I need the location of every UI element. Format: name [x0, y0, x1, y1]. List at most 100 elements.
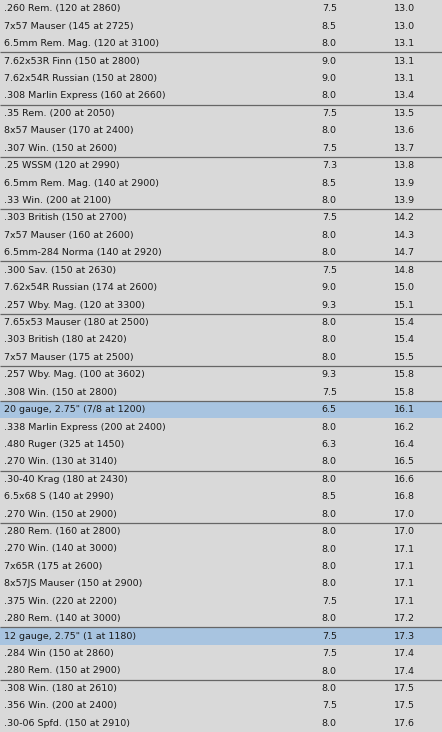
- Bar: [0, 436, 442, 453]
- Text: 6.5x68 S (140 at 2990): 6.5x68 S (140 at 2990): [4, 492, 113, 501]
- Text: 12 gauge, 2.75" (1 at 1180): 12 gauge, 2.75" (1 at 1180): [4, 632, 136, 640]
- Text: 8.0: 8.0: [322, 684, 337, 693]
- Text: .35 Rem. (200 at 2050): .35 Rem. (200 at 2050): [4, 109, 114, 118]
- Text: 17.1: 17.1: [394, 597, 415, 606]
- Text: 17.6: 17.6: [394, 719, 415, 728]
- Text: 13.6: 13.6: [394, 126, 415, 135]
- Bar: [0, 471, 442, 488]
- Text: 13.0: 13.0: [394, 4, 415, 13]
- Text: 9.3: 9.3: [322, 370, 337, 379]
- Bar: [0, 139, 442, 157]
- Text: 16.5: 16.5: [394, 458, 415, 466]
- Text: 8.0: 8.0: [322, 318, 337, 327]
- Bar: [0, 401, 442, 418]
- Text: .308 Marlin Express (160 at 2660): .308 Marlin Express (160 at 2660): [4, 92, 165, 100]
- Text: .270 Win. (130 at 3140): .270 Win. (130 at 3140): [4, 458, 117, 466]
- Text: 14.7: 14.7: [394, 248, 415, 257]
- Bar: [0, 418, 442, 436]
- Text: 6.5mm Rem. Mag. (140 at 2900): 6.5mm Rem. Mag. (140 at 2900): [4, 179, 159, 187]
- Text: 7.65x53 Mauser (180 at 2500): 7.65x53 Mauser (180 at 2500): [4, 318, 148, 327]
- Bar: [0, 366, 442, 384]
- Text: 13.0: 13.0: [394, 22, 415, 31]
- Text: 7.5: 7.5: [322, 649, 337, 658]
- Text: 7.5: 7.5: [322, 701, 337, 710]
- Text: 13.1: 13.1: [394, 74, 415, 83]
- Text: 7.5: 7.5: [322, 213, 337, 223]
- Bar: [0, 209, 442, 227]
- Bar: [0, 384, 442, 401]
- Text: 8.0: 8.0: [322, 335, 337, 344]
- Text: .338 Marlin Express (200 at 2400): .338 Marlin Express (200 at 2400): [4, 422, 165, 431]
- Text: 15.8: 15.8: [394, 388, 415, 397]
- Text: 13.7: 13.7: [394, 143, 415, 153]
- Text: 8.0: 8.0: [322, 509, 337, 519]
- Bar: [0, 279, 442, 296]
- Text: 7.3: 7.3: [322, 161, 337, 170]
- Text: 9.0: 9.0: [322, 74, 337, 83]
- Text: 8.5: 8.5: [322, 492, 337, 501]
- Bar: [0, 70, 442, 87]
- Text: 16.1: 16.1: [394, 405, 415, 414]
- Text: .280 Rem. (140 at 3000): .280 Rem. (140 at 3000): [4, 614, 120, 623]
- Text: 8.0: 8.0: [322, 667, 337, 676]
- Text: 7.5: 7.5: [322, 597, 337, 606]
- Text: 7.5: 7.5: [322, 266, 337, 274]
- Text: .280 Rem. (160 at 2800): .280 Rem. (160 at 2800): [4, 527, 120, 536]
- Text: 8.5: 8.5: [322, 179, 337, 187]
- Text: 20 gauge, 2.75" (7/8 at 1200): 20 gauge, 2.75" (7/8 at 1200): [4, 405, 145, 414]
- Text: 9.0: 9.0: [322, 56, 337, 65]
- Text: 7.62x54R Russian (150 at 2800): 7.62x54R Russian (150 at 2800): [4, 74, 156, 83]
- Text: .300 Sav. (150 at 2630): .300 Sav. (150 at 2630): [4, 266, 116, 274]
- Text: 15.4: 15.4: [394, 318, 415, 327]
- Bar: [0, 453, 442, 471]
- Bar: [0, 540, 442, 558]
- Text: .25 WSSM (120 at 2990): .25 WSSM (120 at 2990): [4, 161, 119, 170]
- Text: 16.2: 16.2: [394, 422, 415, 431]
- Text: 8.0: 8.0: [322, 248, 337, 257]
- Bar: [0, 680, 442, 697]
- Bar: [0, 52, 442, 70]
- Text: 8.0: 8.0: [322, 126, 337, 135]
- Text: 17.4: 17.4: [394, 649, 415, 658]
- Bar: [0, 261, 442, 279]
- Text: 7.5: 7.5: [322, 109, 337, 118]
- Text: 17.5: 17.5: [394, 701, 415, 710]
- Text: 17.2: 17.2: [394, 614, 415, 623]
- Text: 17.5: 17.5: [394, 684, 415, 693]
- Bar: [0, 227, 442, 244]
- Text: 17.1: 17.1: [394, 545, 415, 553]
- Bar: [0, 122, 442, 139]
- Text: 8.0: 8.0: [322, 614, 337, 623]
- Text: 7.5: 7.5: [322, 143, 337, 153]
- Bar: [0, 174, 442, 192]
- Text: 13.9: 13.9: [394, 196, 415, 205]
- Text: 8.0: 8.0: [322, 422, 337, 431]
- Text: .303 British (180 at 2420): .303 British (180 at 2420): [4, 335, 126, 344]
- Text: 8.0: 8.0: [322, 92, 337, 100]
- Bar: [0, 645, 442, 662]
- Text: 17.3: 17.3: [394, 632, 415, 640]
- Text: 7.62x53R Finn (150 at 2800): 7.62x53R Finn (150 at 2800): [4, 56, 139, 65]
- Text: 8.0: 8.0: [322, 579, 337, 589]
- Text: 6.5mm Rem. Mag. (120 at 3100): 6.5mm Rem. Mag. (120 at 3100): [4, 39, 159, 48]
- Text: 7x57 Mauser (145 at 2725): 7x57 Mauser (145 at 2725): [4, 22, 133, 31]
- Text: 17.4: 17.4: [394, 667, 415, 676]
- Text: 14.8: 14.8: [394, 266, 415, 274]
- Bar: [0, 314, 442, 331]
- Text: 15.1: 15.1: [394, 301, 415, 310]
- Text: .280 Rem. (150 at 2900): .280 Rem. (150 at 2900): [4, 667, 120, 676]
- Text: 17.1: 17.1: [394, 562, 415, 571]
- Text: .270 Win. (150 at 2900): .270 Win. (150 at 2900): [4, 509, 116, 519]
- Text: 13.9: 13.9: [394, 179, 415, 187]
- Text: 16.4: 16.4: [394, 440, 415, 449]
- Text: 13.8: 13.8: [394, 161, 415, 170]
- Bar: [0, 296, 442, 314]
- Text: 8.0: 8.0: [322, 458, 337, 466]
- Bar: [0, 157, 442, 174]
- Text: 8.0: 8.0: [322, 353, 337, 362]
- Bar: [0, 87, 442, 105]
- Text: .30-40 Krag (180 at 2430): .30-40 Krag (180 at 2430): [4, 475, 127, 484]
- Bar: [0, 558, 442, 575]
- Text: 16.8: 16.8: [394, 492, 415, 501]
- Text: 8.0: 8.0: [322, 231, 337, 240]
